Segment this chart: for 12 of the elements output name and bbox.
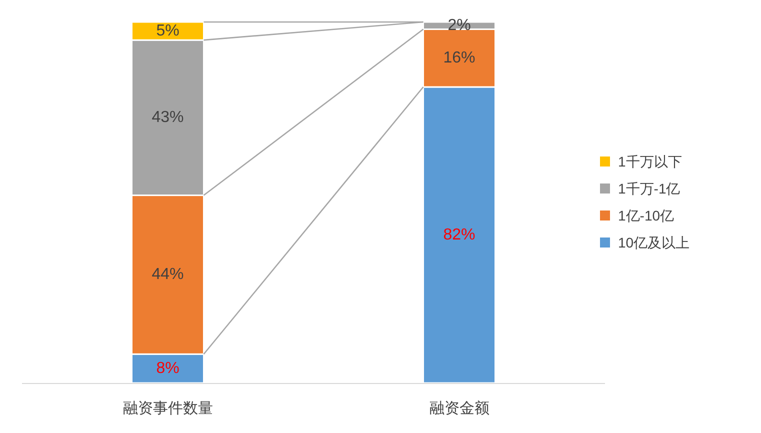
data-label: 16% xyxy=(443,50,476,67)
legend-label: 1千万-1亿 xyxy=(618,180,680,196)
x-tick-label: 融资金额 xyxy=(429,400,490,417)
legend-label: 10亿及以上 xyxy=(618,234,690,250)
legend-label: 1亿-10亿 xyxy=(618,208,674,224)
legend-label: 1千万以下 xyxy=(618,154,682,170)
data-label: 5% xyxy=(156,22,180,40)
data-label: 43% xyxy=(152,109,184,126)
data-label: 8% xyxy=(156,360,180,378)
x-tick-label: 融资事件数量 xyxy=(122,400,213,417)
data-label: 82% xyxy=(443,226,476,244)
data-label: 44% xyxy=(152,266,184,284)
